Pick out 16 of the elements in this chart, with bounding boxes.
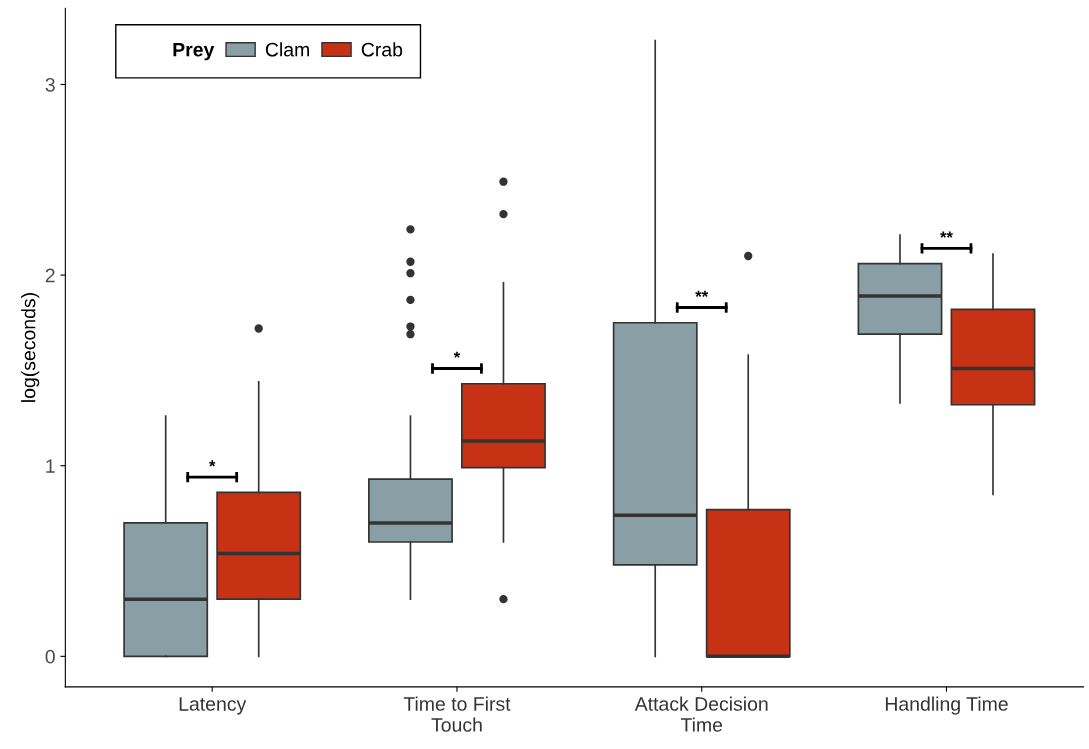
y-axis-title: log(seconds): [21, 293, 40, 402]
legend-title: Prey: [173, 42, 215, 61]
y-tick-label: 0: [45, 649, 55, 664]
y-tick-label: 3: [45, 77, 55, 92]
annotation: **: [940, 231, 953, 238]
annotation: **: [695, 290, 709, 297]
x-tick-label: Time to First Touch: [403, 696, 511, 732]
legend-label: Clam: [265, 42, 309, 57]
x-tick-label: Attack Decision Time: [634, 696, 768, 732]
x-tick-label: Handling Time: [885, 696, 1008, 715]
y-tick-label: 2: [45, 268, 55, 283]
x-tick-label: Latency: [179, 697, 247, 715]
annotation: *: [209, 460, 216, 467]
annotation: *: [453, 351, 461, 358]
y-tick-label: 1: [46, 459, 55, 473]
legend-label: Crab: [361, 42, 403, 57]
